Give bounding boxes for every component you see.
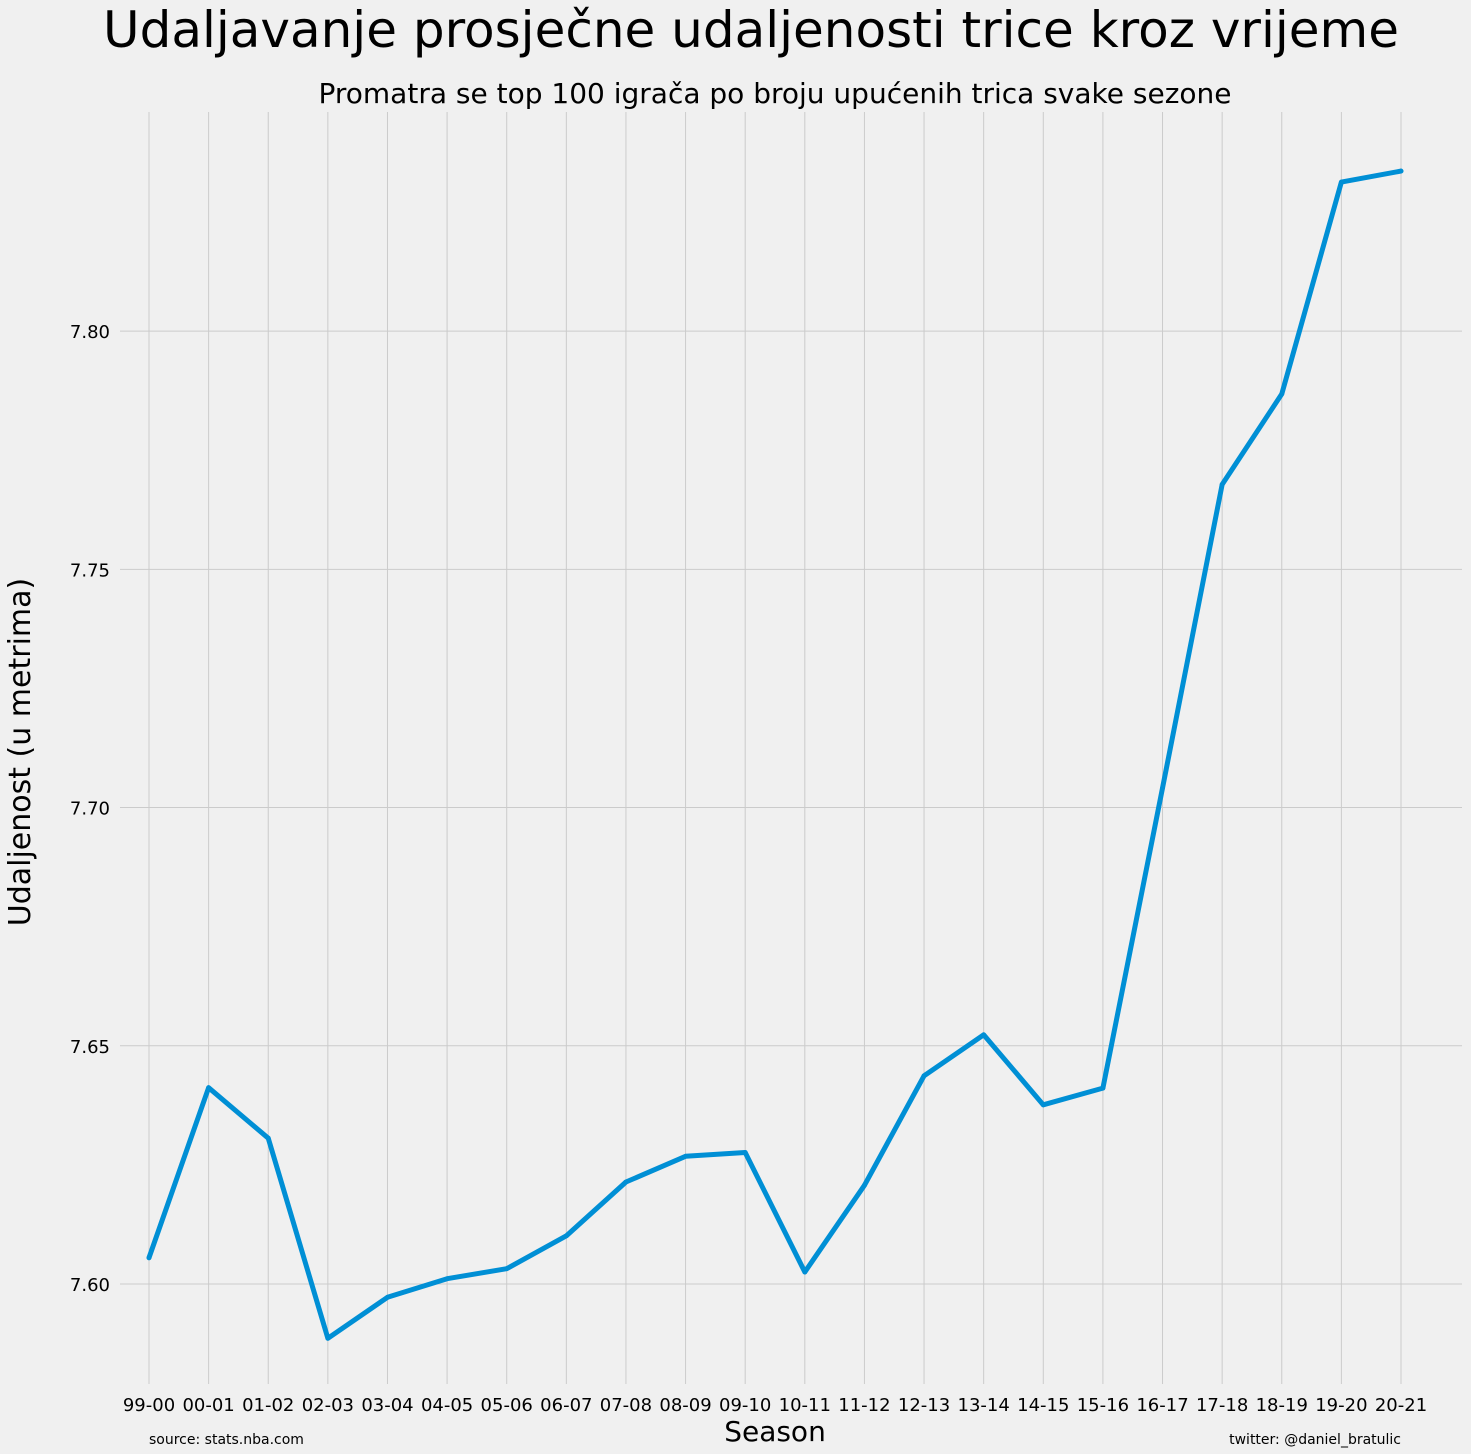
chart-title: Udaljavanje prosječne udaljenosti trice … — [103, 1, 1399, 59]
x-tick-label: 04-05 — [421, 1395, 473, 1416]
data-point — [683, 1153, 688, 1159]
data-point — [1219, 482, 1225, 487]
y-tick-label: 7.80 — [70, 322, 110, 343]
y-gridlines — [120, 330, 1462, 1285]
data-point — [146, 1255, 152, 1261]
data-point — [981, 1032, 987, 1038]
data-point — [206, 1085, 212, 1091]
data-point — [623, 1179, 629, 1185]
x-tick-label: 07-08 — [600, 1395, 652, 1416]
x-tick-label: 00-01 — [182, 1395, 234, 1416]
x-tick-label: 99-00 — [123, 1395, 175, 1416]
data-point — [862, 1182, 867, 1188]
x-tick-label: 20-21 — [1375, 1395, 1427, 1416]
x-tick-label: 03-04 — [361, 1395, 413, 1416]
x-tick-label: 12-13 — [898, 1395, 950, 1416]
x-tick-label: 17-18 — [1196, 1395, 1248, 1416]
y-tick-labels: 7.60 7.65 7.70 7.75 7.80 — [70, 322, 110, 1296]
x-tick-label: 09-10 — [719, 1395, 771, 1416]
x-tick-label: 10-11 — [779, 1395, 831, 1416]
data-point — [802, 1269, 808, 1275]
data-point — [1160, 785, 1165, 791]
data-point — [444, 1276, 450, 1282]
x-tick-labels: 99-00 00-01 01-02 02-03 03-04 04-05 05-06 06-07… — [123, 1395, 1427, 1416]
x-tick-label: 18-19 — [1256, 1395, 1308, 1416]
data-point — [742, 1150, 748, 1155]
data-point — [1338, 179, 1344, 185]
data-point — [1279, 391, 1285, 397]
data-point — [1100, 1085, 1106, 1091]
x-tick-label: 15-16 — [1077, 1395, 1129, 1416]
chart-subtitle: Promatra se top 100 igrača po broju upuć… — [318, 77, 1231, 110]
data-point — [385, 1294, 390, 1300]
data-point — [265, 1135, 271, 1141]
x-tick-label: 02-03 — [302, 1395, 354, 1416]
x-tick-label: 19-20 — [1315, 1395, 1367, 1416]
y-tick-label: 7.70 — [70, 799, 110, 820]
x-axis-label: Season — [724, 1415, 826, 1448]
x-tick-label: 16-17 — [1136, 1395, 1188, 1416]
x-tick-label: 06-07 — [540, 1395, 592, 1416]
y-tick-label: 7.65 — [70, 1037, 110, 1058]
data-point — [921, 1073, 927, 1079]
x-gridlines — [148, 112, 1402, 1384]
x-tick-label: 13-14 — [958, 1395, 1010, 1416]
x-tick-label: 11-12 — [838, 1395, 890, 1416]
y-axis-label: Udaljenost (u metrima) — [3, 578, 38, 927]
source-note: source: stats.nba.com — [149, 1432, 304, 1448]
y-tick-label: 7.75 — [70, 560, 110, 581]
series-line — [146, 168, 1404, 1341]
data-point — [1398, 168, 1404, 174]
x-tick-label: 14-15 — [1017, 1395, 1069, 1416]
data-point — [563, 1233, 569, 1239]
data-point — [504, 1266, 510, 1272]
x-tick-label: 05-06 — [481, 1395, 533, 1416]
data-point — [1040, 1102, 1046, 1108]
x-tick-label: 01-02 — [242, 1395, 294, 1416]
credit-note: twitter: @daniel_bratulic — [1229, 1432, 1401, 1448]
x-tick-label: 08-09 — [659, 1395, 711, 1416]
series-group — [146, 168, 1404, 1341]
data-point — [325, 1335, 331, 1341]
y-tick-label: 7.60 — [70, 1275, 110, 1296]
